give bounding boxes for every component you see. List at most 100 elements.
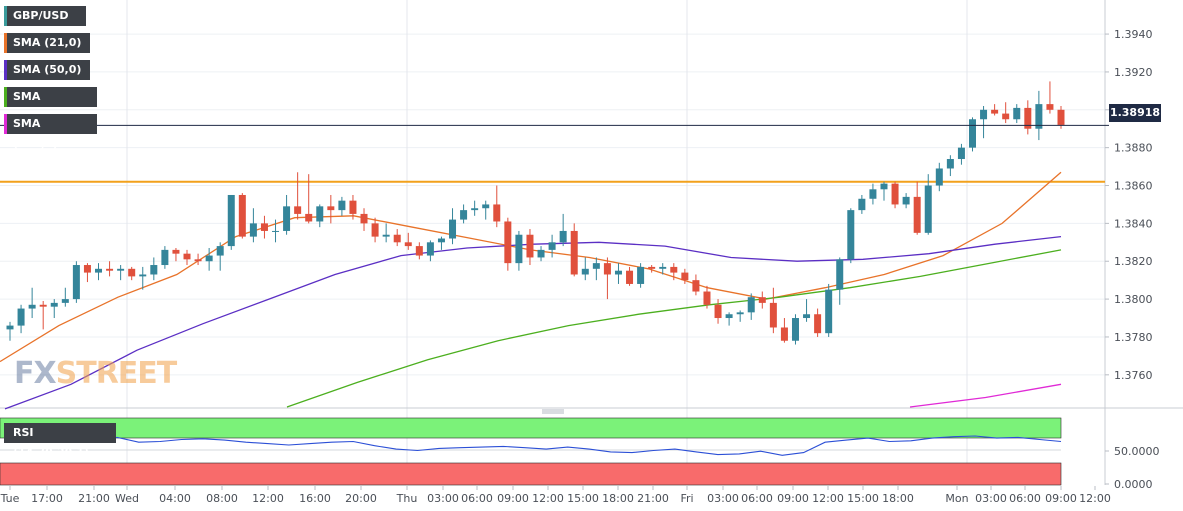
last-price-tag: 1.38918 <box>1109 104 1161 122</box>
x-tick-label: Thu <box>396 492 418 505</box>
candle-body <box>504 221 512 264</box>
x-tick-label: 18:00 <box>882 492 914 505</box>
candle-body <box>471 208 479 211</box>
x-tick-label: 18:00 <box>602 492 634 505</box>
candle-body <box>437 238 445 243</box>
legend-sma-100[interactable]: SMA (100,0) <box>4 87 97 123</box>
candle-body <box>747 297 755 313</box>
candle-body <box>614 270 622 275</box>
candle-body <box>349 200 357 214</box>
candle-body <box>869 189 877 199</box>
candle-body <box>283 206 291 231</box>
rsi-label: RSI (14,70,30,1) <box>13 426 90 459</box>
legend-gbpusd[interactable]: GBP/USD <box>4 6 86 26</box>
candle-body <box>736 312 744 315</box>
candle-body <box>1057 109 1065 125</box>
candle-body <box>581 268 589 275</box>
candle-body <box>902 196 910 205</box>
x-tick-label: 20:00 <box>345 492 377 505</box>
candle-body <box>205 255 213 262</box>
candle-body <box>382 234 390 237</box>
x-tick-label: 04:00 <box>159 492 191 505</box>
candle-body <box>50 302 58 307</box>
x-tick-label: 08:00 <box>206 492 238 505</box>
candle-body <box>17 308 25 326</box>
candle-body <box>659 266 667 269</box>
candle-body <box>128 268 136 277</box>
rsi-overbought-zone <box>0 417 1062 439</box>
candle-body <box>150 265 158 275</box>
candle-body <box>238 194 246 237</box>
x-tick-label: Mon <box>945 492 968 505</box>
y-tick-label: 1.3840 <box>1114 217 1153 230</box>
candle-body <box>559 230 567 243</box>
legend-swatch <box>4 60 7 80</box>
candle-body <box>316 206 324 222</box>
candle-body <box>980 109 988 120</box>
legend-swatch <box>4 114 7 134</box>
y-tick-label: 1.3760 <box>1114 369 1153 382</box>
sma-line <box>286 249 1062 408</box>
candle-body <box>272 230 280 232</box>
sma-line <box>909 383 1062 408</box>
rsi-tick-label: 50.0000 <box>1114 445 1160 458</box>
legend-label: SMA (21,0) <box>13 36 82 49</box>
candle-body <box>83 265 91 273</box>
candle-body <box>847 210 855 260</box>
legend-swatch <box>4 6 7 26</box>
x-tick-label: 12:00 <box>532 492 564 505</box>
candle-body <box>393 234 401 243</box>
candle-body <box>924 185 932 233</box>
candle-body <box>371 223 379 237</box>
legend-sma-21[interactable]: SMA (21,0) <box>4 33 90 53</box>
candle-body <box>426 242 434 256</box>
x-tick-label: 09:00 <box>777 492 809 505</box>
candle-body <box>28 304 36 309</box>
candle-body <box>72 265 80 300</box>
candle-body <box>139 274 147 277</box>
candle-body <box>1046 104 1054 110</box>
legend-sma-200[interactable]: SMA (200,0) <box>4 114 97 150</box>
x-tick-label: 15:00 <box>567 492 599 505</box>
candle-body <box>570 230 578 275</box>
candle-body <box>913 196 921 233</box>
candle-body <box>603 263 611 275</box>
candle-body <box>515 234 523 264</box>
rsi-panel: 50.0000 0.0000 <box>0 417 1160 491</box>
legend-sma-50[interactable]: SMA (50,0) <box>4 60 90 80</box>
candle-body <box>61 299 69 303</box>
x-tick-label: 09:00 <box>497 492 529 505</box>
candle-body <box>172 249 180 254</box>
candle-body <box>106 268 114 271</box>
x-tick-label: 06:00 <box>1009 492 1041 505</box>
legend-label: SMA (200,0) <box>13 117 58 150</box>
x-tick-label: 21:00 <box>78 492 110 505</box>
legend-rsi[interactable]: RSI (14,70,30,1) <box>4 423 116 459</box>
candle-body <box>305 213 313 222</box>
x-tick-label: 16:00 <box>299 492 331 505</box>
candle-body <box>260 223 268 231</box>
candle-body <box>692 280 700 292</box>
x-tick-label: 12:00 <box>812 492 844 505</box>
candle-body <box>935 168 943 186</box>
candle-body <box>803 314 811 319</box>
candle-body <box>681 272 689 281</box>
candle-body <box>1002 113 1010 120</box>
x-tick-label: 12:00 <box>1079 492 1111 505</box>
rsi-oversold-zone <box>0 462 1062 486</box>
rsi-tick-label: 0.0000 <box>1114 478 1153 491</box>
x-tick-label: Tue <box>0 492 20 505</box>
candle-body <box>891 183 899 205</box>
x-tick-label: 06:00 <box>461 492 493 505</box>
candle-body <box>791 318 799 341</box>
candle-body <box>117 268 125 271</box>
y-tick-label: 1.3780 <box>1114 331 1153 344</box>
candle-body <box>404 242 412 247</box>
candle-body <box>415 246 423 256</box>
candle-body <box>836 259 844 290</box>
candle-body <box>780 327 788 341</box>
candle-body <box>249 223 257 237</box>
watermark-street: STREET <box>55 356 178 391</box>
legend-label: SMA (50,0) <box>13 63 82 76</box>
